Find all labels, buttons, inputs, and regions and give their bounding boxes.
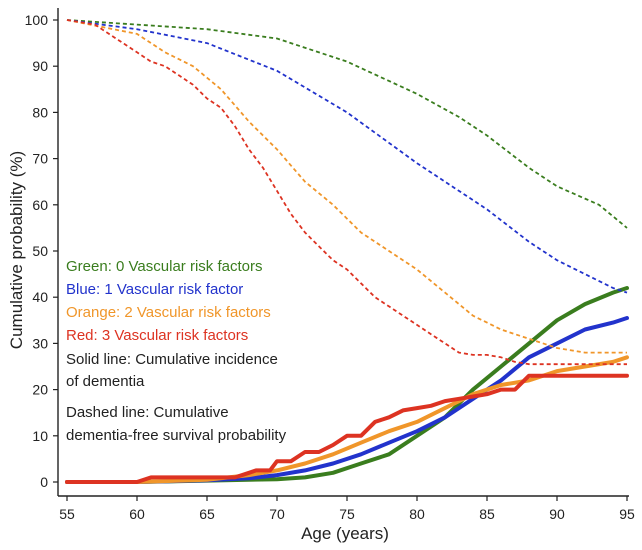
- y-tick-label: 70: [32, 151, 48, 167]
- axes: 55 60 65 70 75 80 85 90 95 0 10 20 30 40 50 60 70 80 90 100: [25, 8, 635, 522]
- annotation-text: Dashed line: Cumulative: [66, 404, 229, 421]
- x-tick-label: 65: [199, 506, 215, 522]
- survival-line-orange: [66, 19, 627, 354]
- y-tick-label: 30: [32, 335, 48, 351]
- survival-line-green: [66, 19, 628, 229]
- x-tick-label: 70: [269, 506, 285, 522]
- survival-line-red: [66, 19, 627, 366]
- y-tick-label: 50: [32, 243, 48, 259]
- x-tick-label: 80: [409, 506, 425, 522]
- incidence-line-blue: [65, 316, 629, 484]
- x-axis-title: Age (years): [301, 524, 389, 543]
- y-tick-label: 20: [32, 382, 48, 398]
- annotation-text: Blue: 1 Vascular risk factor: [66, 281, 243, 298]
- y-axis-title: Cumulative probability (%): [7, 151, 26, 349]
- x-tick-label: 95: [619, 506, 635, 522]
- series-group: [65, 19, 629, 484]
- x-tick-label: 90: [549, 506, 565, 522]
- annotation-text: Red: 3 Vascular risk factors: [66, 327, 248, 344]
- x-tick-label: 55: [59, 506, 75, 522]
- y-tick-label: 0: [40, 474, 48, 490]
- annotation-text: Green: 0 Vascular risk factors: [66, 258, 262, 275]
- annotations: Green: 0 Vascular risk factors Blue: 1 Va…: [66, 258, 287, 444]
- annotation-text: Solid line: Cumulative incidence: [66, 351, 278, 368]
- annotation-text: dementia-free survival probability: [66, 427, 287, 444]
- annotation-text: Orange: 2 Vascular risk factors: [66, 304, 271, 321]
- y-tick-label: 60: [32, 197, 48, 213]
- x-tick-label: 75: [339, 506, 355, 522]
- x-tick-label: 85: [479, 506, 495, 522]
- y-tick-label: 10: [32, 428, 48, 444]
- survival-line-blue: [66, 19, 628, 294]
- y-tick-label: 100: [25, 12, 49, 28]
- y-tick-label: 90: [32, 58, 48, 74]
- annotation-text: of dementia: [66, 373, 145, 390]
- incidence-line-red: [65, 373, 629, 484]
- y-tick-label: 40: [32, 289, 48, 305]
- x-tick-label: 60: [129, 506, 145, 522]
- y-tick-label: 80: [32, 104, 48, 120]
